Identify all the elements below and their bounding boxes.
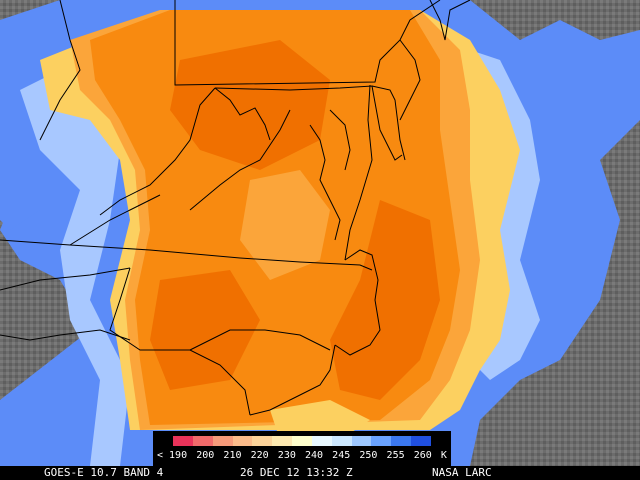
cloud-dark-orange-3 — [150, 270, 260, 390]
legend-unit: K — [440, 450, 447, 461]
legend-color-swatch — [173, 436, 193, 446]
legend-color-swatch — [391, 436, 412, 446]
legend-label: 210 — [223, 450, 242, 461]
legend-labels: < 190 200 210 220 230 240 245 250 255 26… — [157, 450, 447, 462]
datetime-label: 26 DEC 12 13:32 Z — [240, 466, 353, 479]
image-footer: GOES-E 10.7 BAND 4 26 DEC 12 13:32 Z NAS… — [0, 466, 640, 480]
legend-label: 200 — [196, 450, 215, 461]
cloud-dark-orange-2 — [330, 200, 440, 400]
cloud-dark-orange-1 — [170, 40, 330, 170]
legend-label: 240 — [304, 450, 324, 461]
state-borders — [0, 0, 471, 416]
legend-color-swatch — [212, 436, 233, 446]
temperature-legend: < 190 200 210 220 230 240 245 250 255 26… — [153, 431, 451, 466]
legend-color-bar — [173, 436, 431, 446]
legend-label: 230 — [277, 450, 296, 461]
cloud-yellow-patch-central — [240, 170, 330, 280]
legend-color-swatch — [252, 436, 273, 446]
cloud-light-blue-band — [20, 70, 130, 466]
cloud-yellow-patch-south — [270, 400, 370, 440]
legend-label: < 190 — [157, 450, 188, 461]
legend-color-swatch — [292, 436, 312, 446]
legend-label: 220 — [250, 450, 269, 461]
legend-label: 250 — [359, 450, 378, 461]
legend-label: 255 — [386, 450, 405, 461]
legend-color-swatch — [192, 436, 213, 446]
source-label: NASA LARC — [432, 466, 492, 479]
legend-color-swatch — [351, 436, 372, 446]
legend-color-swatch — [371, 436, 392, 446]
legend-color-swatch — [311, 436, 332, 446]
legend-label: 260 — [413, 450, 432, 461]
legend-color-swatch — [272, 436, 293, 446]
legend-color-swatch — [331, 436, 352, 446]
legend-color-swatch — [232, 436, 253, 446]
legend-color-swatch — [411, 436, 431, 446]
infrared-satellite-map — [0, 0, 640, 466]
satellite-band-label: GOES-E 10.7 BAND 4 — [44, 466, 164, 479]
legend-label: 245 — [332, 450, 351, 461]
